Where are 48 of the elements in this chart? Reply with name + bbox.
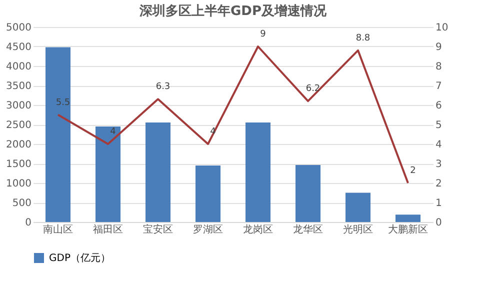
y2-tick-label: 0 [436, 218, 442, 228]
x-tick-label: 南山区 [43, 224, 73, 236]
chart-title: 深圳多区上半年GDP及增速情况 [138, 4, 328, 19]
data-label: 2 [410, 166, 416, 176]
y2-tick-label: 4 [436, 140, 442, 150]
data-label: 9 [260, 30, 266, 40]
x-tick-label: 宝安区 [143, 224, 173, 236]
y-tick-label: 3500 [6, 81, 32, 92]
y-tick-label: 2000 [6, 140, 32, 150]
bar [296, 165, 320, 222]
y-tick-label: 4000 [6, 62, 32, 72]
y-tick-label: 3000 [6, 100, 32, 112]
y-tick-label: 2500 [6, 120, 32, 131]
y2-tick-label: 2 [436, 178, 442, 190]
bar [96, 126, 120, 222]
bar [146, 122, 170, 222]
y2-tick-label: 5 [436, 120, 442, 131]
y-tick-label: 1000 [6, 178, 32, 190]
y2-tick-label: 10 [436, 22, 448, 34]
data-label: 4 [110, 127, 116, 137]
x-tick-label: 光明区 [343, 224, 373, 236]
bar [346, 192, 370, 222]
x-tick-label: 大鹏新区 [388, 224, 428, 236]
y2-tick-label: 6 [436, 100, 442, 112]
bar [396, 214, 420, 222]
data-label: 8.8 [356, 33, 370, 44]
bar [196, 165, 220, 222]
y-tick-label: 5000 [6, 22, 32, 34]
y2-tick-label: 1 [436, 198, 442, 209]
x-tick-label: 龙华区 [293, 224, 323, 236]
x-tick-label: 罗湖区 [193, 224, 223, 236]
data-label: 6.3 [156, 82, 170, 92]
y2-tick-label: 3 [436, 159, 442, 170]
bar [246, 122, 270, 222]
x-tick-label: 龙岗区 [243, 224, 273, 236]
legend-label: GDP（亿元） [49, 253, 110, 264]
y2-tick-label: 9 [436, 42, 442, 53]
y2-tick-label: 8 [436, 62, 442, 72]
y-tick-label: 1500 [6, 159, 32, 170]
bar [46, 47, 70, 222]
x-tick-label: 福田区 [93, 224, 123, 236]
y-tick-label: 500 [12, 198, 32, 209]
data-label: 6.2 [306, 84, 320, 94]
y2-tick-label: 7 [436, 81, 442, 92]
y-tick-label: 4500 [6, 42, 32, 53]
data-label: 5.5 [56, 98, 70, 108]
y-tick-label: 0 [25, 218, 32, 228]
line-series [57, 46, 409, 184]
